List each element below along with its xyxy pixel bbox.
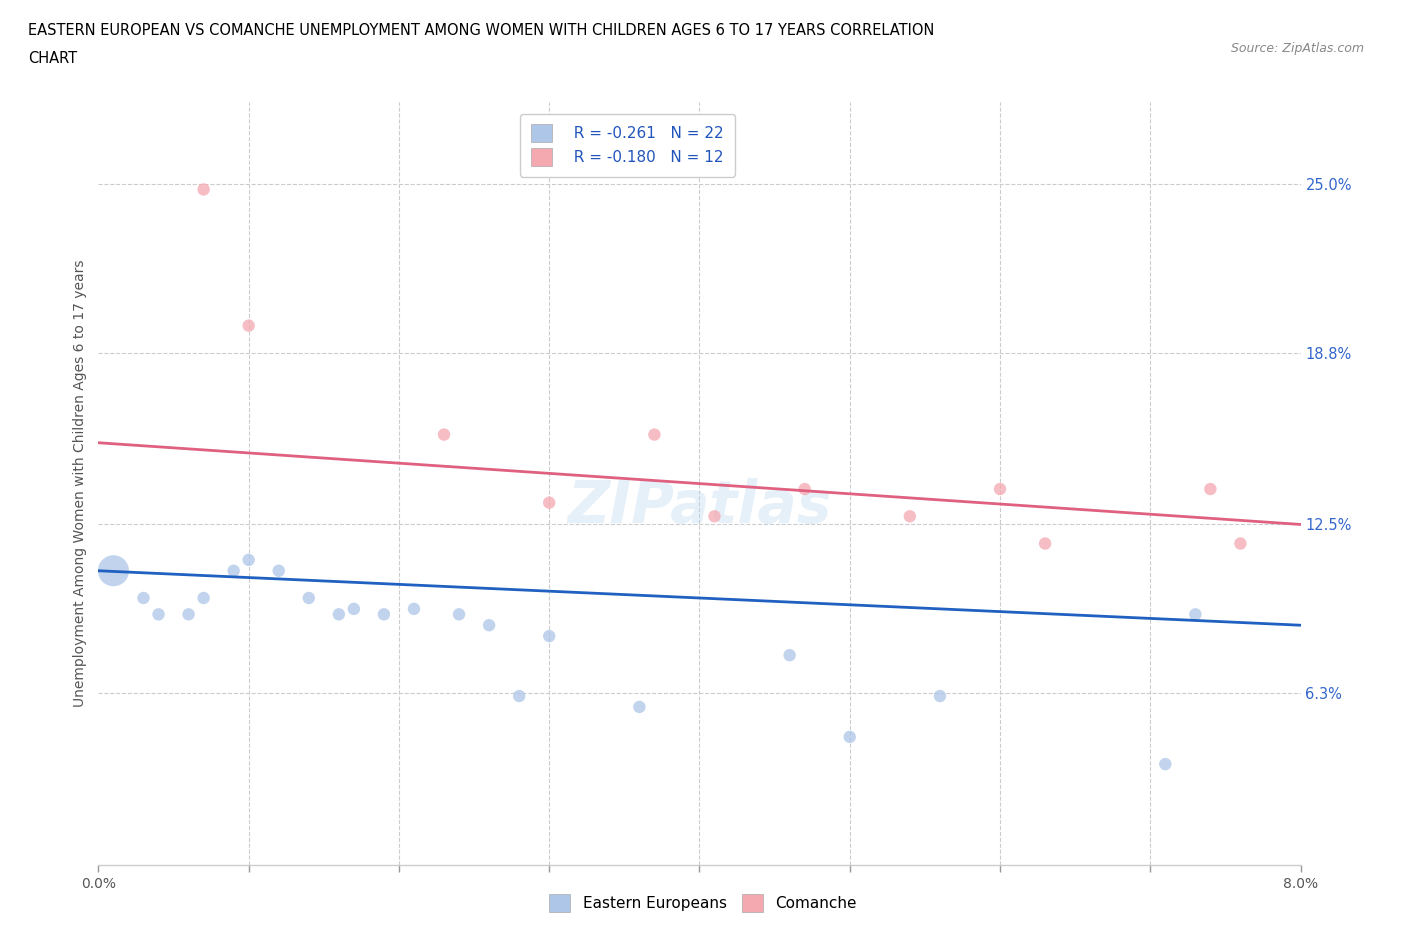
Y-axis label: Unemployment Among Women with Children Ages 6 to 17 years: Unemployment Among Women with Children A… — [73, 259, 87, 708]
Point — [447, 607, 470, 622]
Point — [222, 564, 245, 578]
Point — [628, 699, 651, 714]
Point — [928, 688, 950, 703]
Point — [988, 482, 1011, 497]
Point — [1154, 757, 1177, 772]
Point — [267, 564, 290, 578]
Point — [373, 607, 395, 622]
Text: ZIPatlas: ZIPatlas — [567, 478, 832, 535]
Point — [508, 688, 530, 703]
Point — [433, 427, 456, 442]
Point — [779, 648, 801, 663]
Point — [193, 182, 215, 197]
Text: EASTERN EUROPEAN VS COMANCHE UNEMPLOYMENT AMONG WOMEN WITH CHILDREN AGES 6 TO 17: EASTERN EUROPEAN VS COMANCHE UNEMPLOYMEN… — [28, 23, 935, 38]
Point — [343, 602, 366, 617]
Point — [538, 496, 561, 511]
Text: CHART: CHART — [28, 51, 77, 66]
Point — [1184, 607, 1206, 622]
Point — [1229, 536, 1251, 551]
Point — [478, 618, 501, 632]
Point — [238, 318, 260, 333]
Point — [103, 564, 125, 578]
Point — [148, 607, 170, 622]
Point — [838, 729, 860, 744]
Text: Source: ZipAtlas.com: Source: ZipAtlas.com — [1230, 42, 1364, 55]
Point — [793, 482, 815, 497]
Legend: Eastern Europeans, Comanche: Eastern Europeans, Comanche — [543, 888, 863, 918]
Point — [132, 591, 155, 605]
Point — [298, 591, 321, 605]
Point — [177, 607, 200, 622]
Point — [1199, 482, 1222, 497]
Point — [703, 509, 725, 524]
Point — [238, 552, 260, 567]
Point — [1033, 536, 1056, 551]
Point — [898, 509, 921, 524]
Point — [328, 607, 350, 622]
Point — [193, 591, 215, 605]
Point — [538, 629, 561, 644]
Point — [643, 427, 665, 442]
Point — [402, 602, 425, 617]
Legend:   R = -0.261   N = 22,   R = -0.180   N = 12: R = -0.261 N = 22, R = -0.180 N = 12 — [520, 113, 735, 177]
